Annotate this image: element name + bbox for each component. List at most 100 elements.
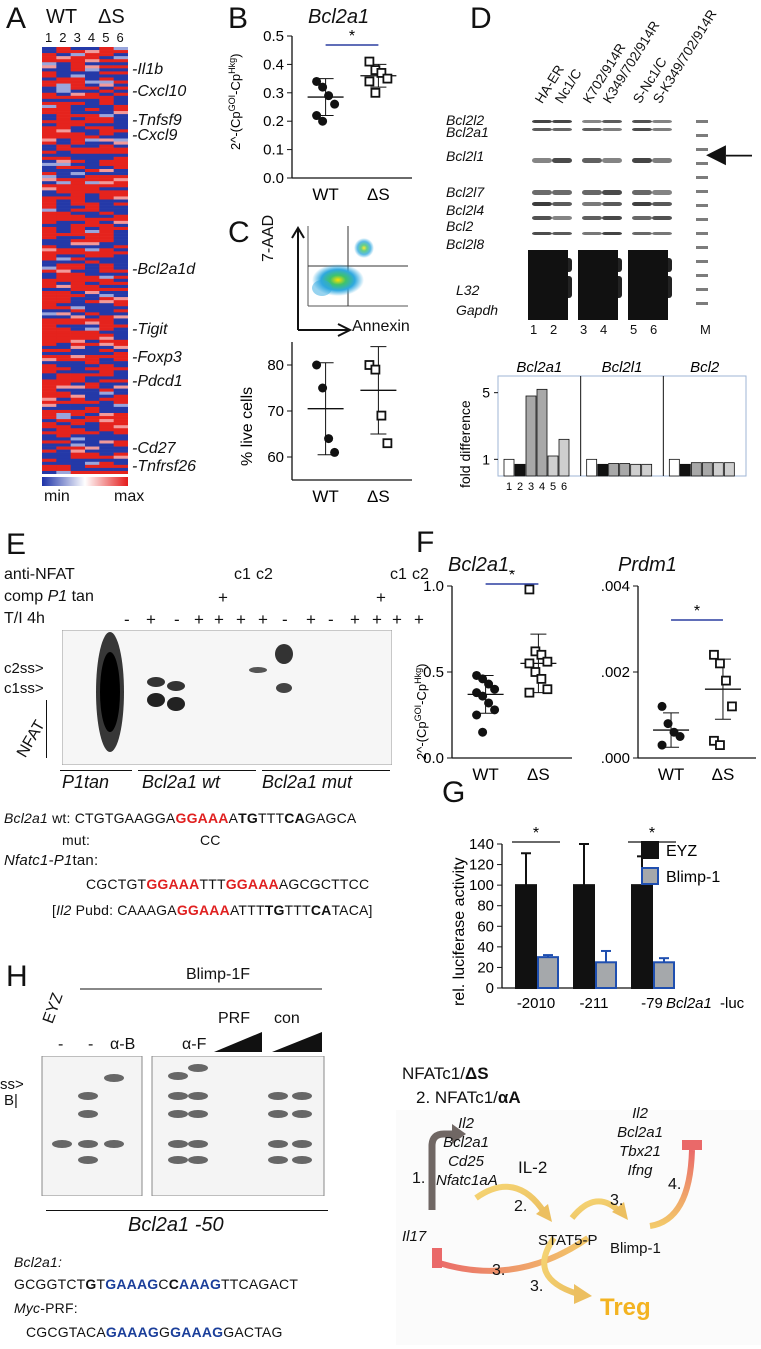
heatmap-cell [99,385,114,389]
emsa-band [292,1140,312,1148]
heatmap-cell [113,452,128,456]
heatmap-cell [99,239,114,243]
y-tick-label: 0.5 [423,664,444,681]
lane-comp-sign: + [376,588,386,607]
heatmap-cell [70,309,86,313]
y-tick-label: 100 [469,877,494,894]
heatmap-cell [85,312,100,316]
heatmap-cell [85,330,100,334]
seq-part: CA [284,810,305,826]
x-tick-label: 3 [528,481,534,493]
heatmap-cell [113,281,128,286]
heatmap-cell [99,50,114,54]
y-label-part: 2^-(Cp [228,111,243,150]
y-label-part: ) [414,664,429,668]
x-tick-label: ΔS [367,487,390,506]
lane-ti-sign: + [372,610,382,629]
heatmap-cell [113,86,128,90]
x-axis-label: Bcl2a1 [666,995,712,1012]
heatmap-cell [85,281,100,286]
heatmap-cell [99,144,114,148]
heatmap-cell [113,257,128,261]
heatmap-cell [70,123,86,127]
heatmap-cell [70,352,86,356]
heatmap-cell [85,159,100,164]
heatmap-cell [113,190,128,194]
seq-part: wt: [48,810,75,826]
gel-d-lane-headers: HA-ER Nc1/C K702/914R K349/702/914R S-Nc1/C S… [520,0,760,106]
heatmap-cell [113,62,128,66]
heatmap-gene-labels: -Il1b -Cxcl10 -Tnfsf9 -Cxcl9 -Bcl2a1d -Tigit -… [132,47,252,487]
heatmap-cell [99,394,114,399]
heatmap-cell [85,260,100,264]
y-tick-label: .002 [601,664,630,681]
heatmap-cell [56,169,71,173]
heatmap-cell [56,333,71,338]
heatmap-cell [56,193,71,197]
heatmap-cell [42,257,57,261]
emsa-band [268,1140,288,1148]
heatmap-cell [42,300,57,304]
heatmap-lane-number: 4 [87,30,96,45]
heatmap-cell [99,425,114,429]
heatmap-cell [99,175,114,179]
seq-motif: GAAAG [105,1324,160,1340]
panel-b-letter: B [228,2,249,35]
heatmap-cell [56,123,71,127]
label-p1tan: P1tan [62,772,110,792]
heatmap-cell [70,324,86,328]
heatmap-cell [113,336,128,341]
data-point [376,68,387,78]
heatmap-cell [42,217,57,222]
gel-band [632,216,652,220]
lane-h-prf: PRF [218,1010,250,1027]
heatmap-lane-number: 3 [73,30,81,45]
heatmap-cell [56,104,71,109]
heatmap-cell [56,89,71,94]
heatmap-cell [56,47,71,51]
heatmap-cell [56,467,71,472]
heatmap-cell [113,92,128,97]
heatmap-cell [99,233,114,237]
heatmap-cell [42,464,57,469]
heatmap-cell [70,428,86,432]
heatmap-cell [56,260,71,264]
heatmap-cell [99,159,114,164]
gel-band [602,216,622,220]
heatmap-cell [85,50,100,54]
heatmap-cell [56,205,71,209]
heatmap-cell [113,373,128,377]
heatmap-cell [56,373,71,377]
heatmap-cell [113,196,128,200]
heatmap-cell [70,425,86,429]
heatmap-cell [56,470,71,474]
heatmap-cell [56,217,71,222]
gel-band-label: L32 [456,282,480,298]
heatmap-cell [42,108,57,112]
nfat-band [147,677,165,687]
heatmap-cell [42,129,57,133]
gel-band [632,190,652,195]
heatmap-cell [85,333,100,338]
heatmap-cell [113,245,128,249]
data-point [382,73,393,84]
gel-band [602,158,622,163]
emsa-band [188,1092,208,1100]
heatmap-cell [99,172,114,176]
heatmap-cell [42,428,57,432]
lane-ti-sign: + [350,610,360,629]
heatmap-cell [113,156,128,161]
heatmap-cell [113,315,128,319]
heatmap-cell [42,397,57,402]
heatmap-cell [85,278,100,283]
heatmap-cell [113,416,128,420]
heatmap-cell [113,403,128,408]
heatmap-cell [42,95,57,100]
significance-star: * [509,570,515,584]
gel-band [582,190,602,195]
heatmap-cell [42,443,57,447]
heatmap-cell [56,385,71,389]
heatmap-cell [42,47,57,51]
data-point [524,584,535,595]
data-point [382,438,393,449]
